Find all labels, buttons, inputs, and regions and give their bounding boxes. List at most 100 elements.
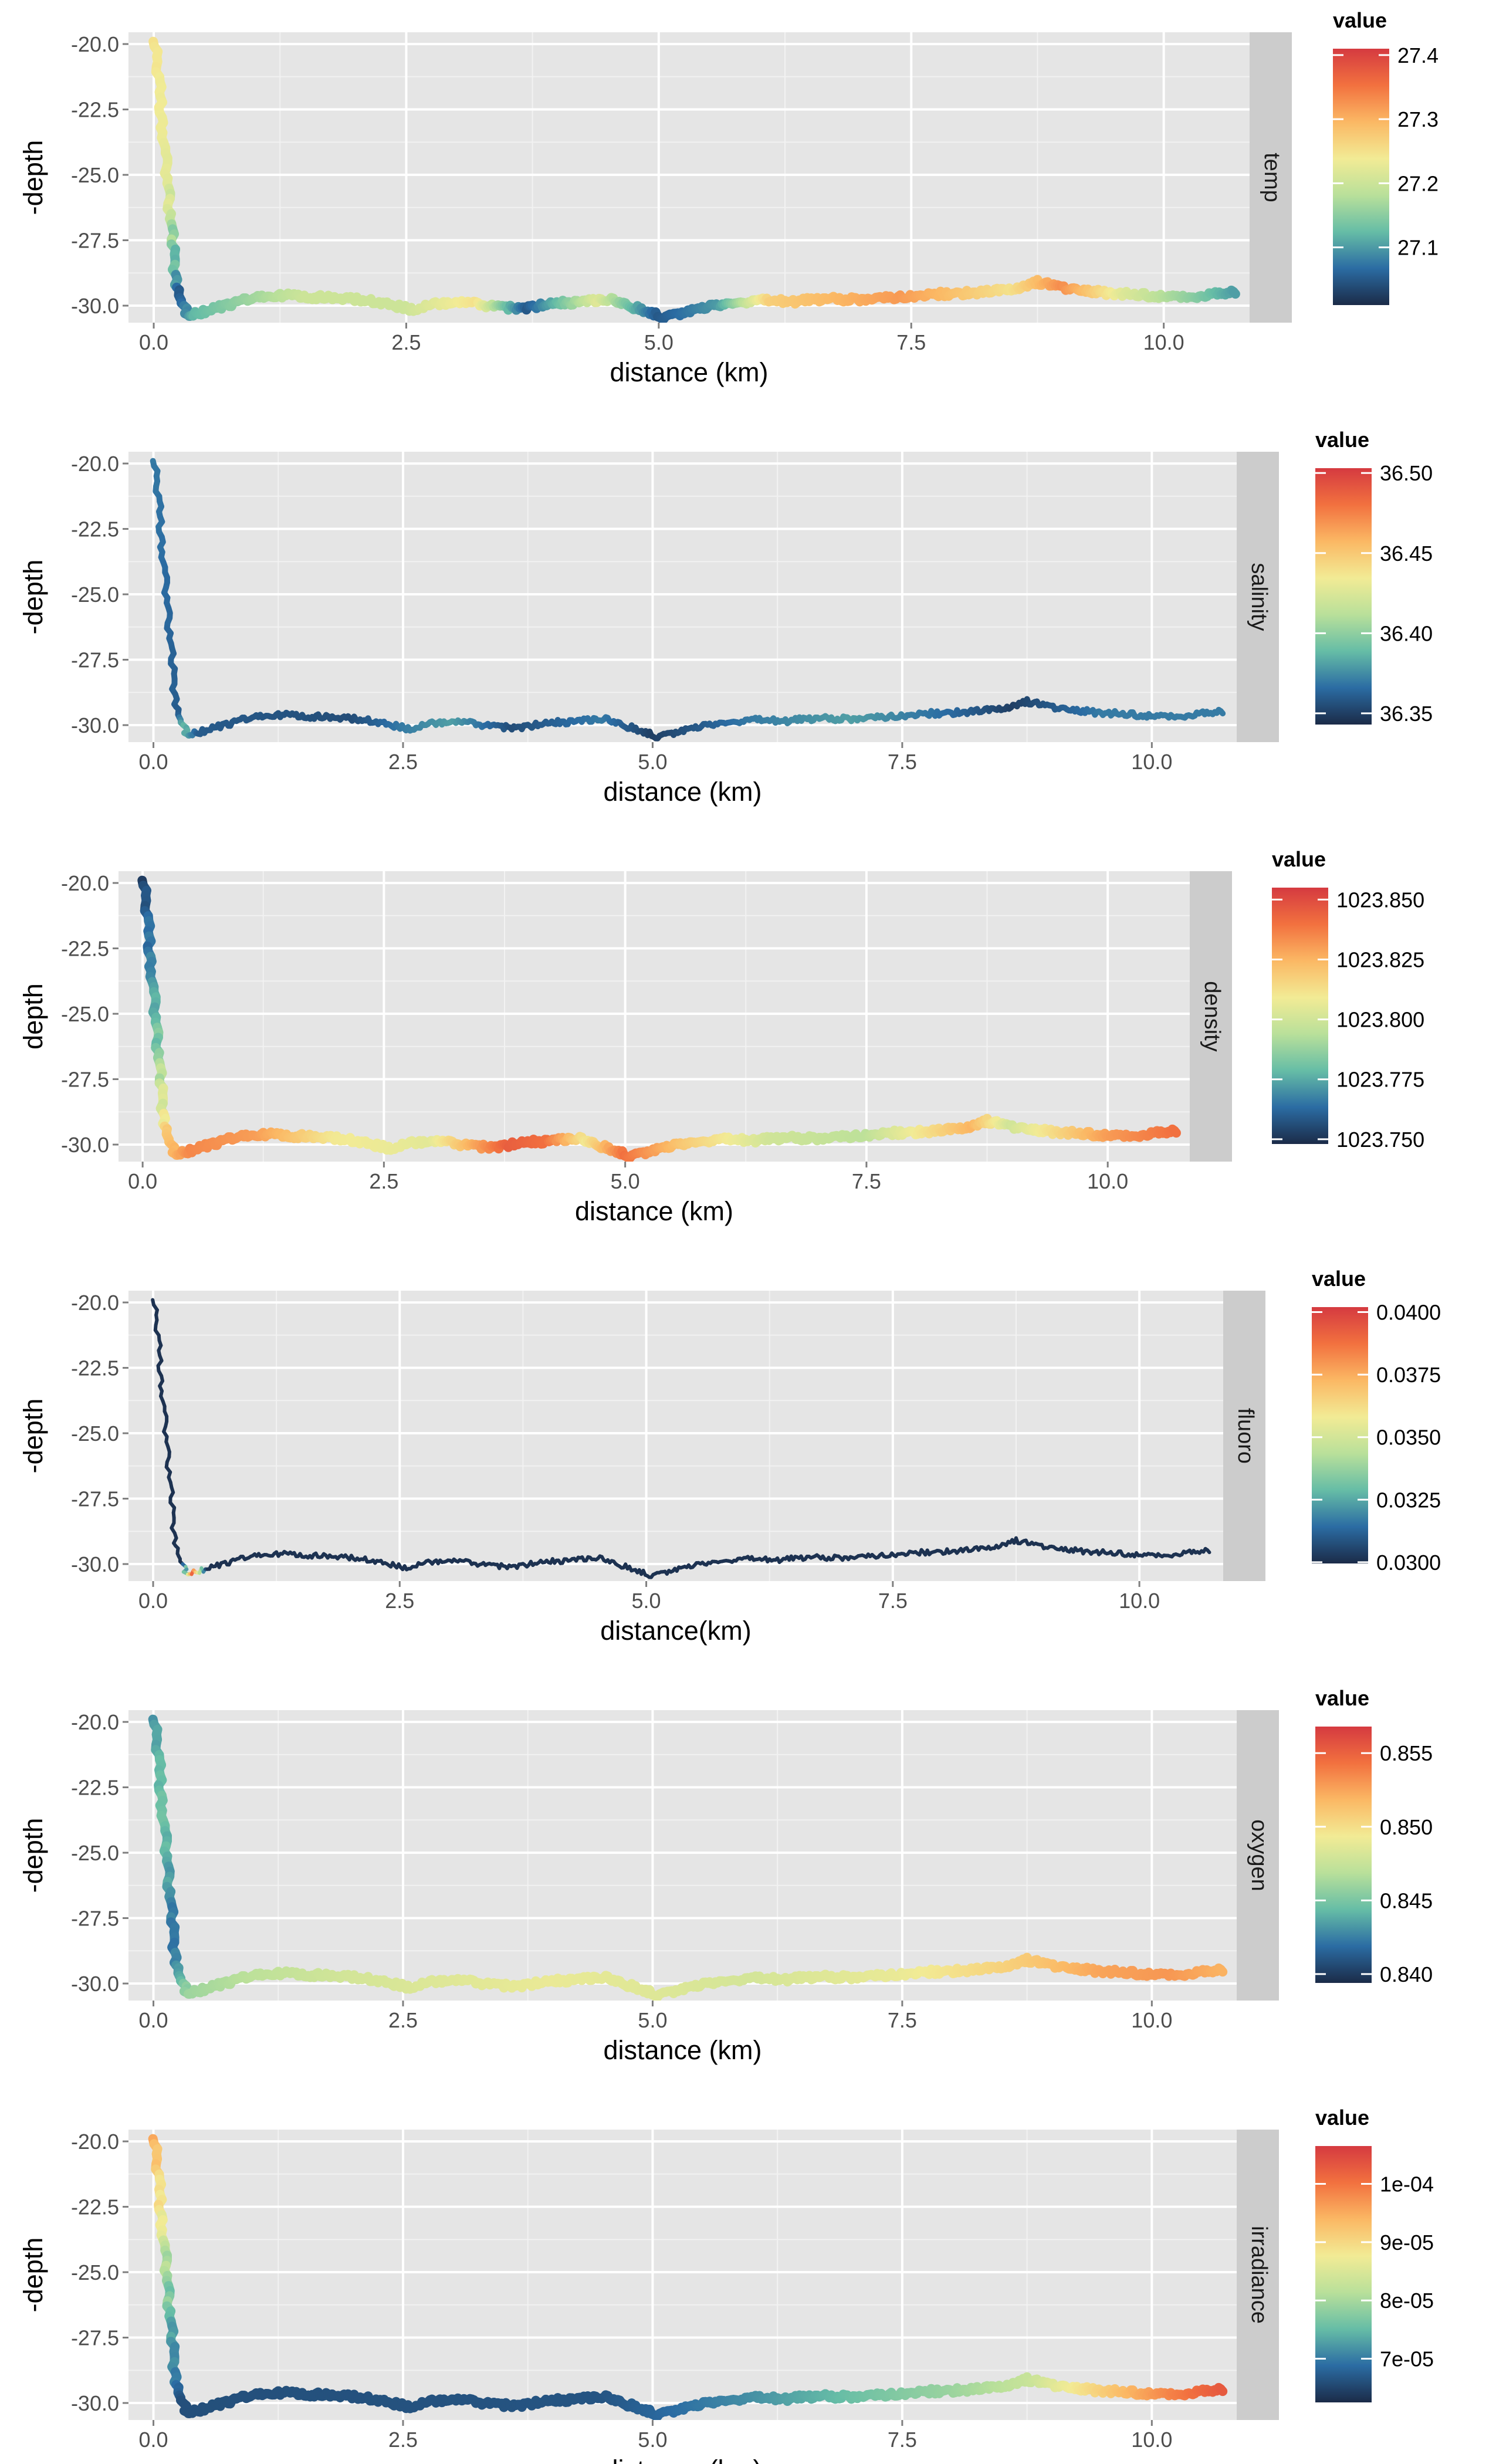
- facet-strip: [1190, 871, 1232, 1162]
- legend-tick-label: 1023.750: [1336, 1128, 1424, 1152]
- y-tick-label: -22.5: [71, 98, 119, 122]
- x-tick-label: 5.0: [638, 750, 667, 774]
- y-tick-label: -27.5: [71, 1487, 119, 1511]
- y-axis-title: -depth: [18, 1818, 48, 1893]
- x-tick-label: 7.5: [888, 750, 917, 774]
- x-tick-label: 2.5: [369, 1169, 398, 1193]
- y-tick-label: -22.5: [71, 1356, 119, 1380]
- x-tick-label: 7.5: [896, 330, 926, 354]
- y-tick-label: -25.0: [71, 583, 119, 607]
- y-tick-label: -20.0: [61, 871, 109, 895]
- x-axis-title: distance(km): [600, 1616, 752, 1646]
- legend-tick-label: 0.0325: [1376, 1488, 1441, 1512]
- legend-tick-label: 7e-05: [1380, 2347, 1434, 2371]
- data-series-density: [137, 875, 1181, 1162]
- facet-strip-label: oxygen: [1247, 1819, 1271, 1891]
- facet-strip-label: density: [1200, 981, 1224, 1051]
- y-tick-label: -25.0: [71, 1421, 119, 1446]
- facet-panel-oxygen: 0.0 2.5 5.0 7.5 10.0 -20.0 -22.5 -25.0 -27.5 -30.…: [18, 1686, 1433, 2065]
- legend-title: value: [1312, 1267, 1366, 1291]
- legend-title: value: [1315, 1686, 1369, 1710]
- plot-background: [119, 871, 1190, 1162]
- y-tick-label: -30.0: [71, 1552, 119, 1576]
- x-tick-label: 5.0: [644, 330, 673, 354]
- y-tick-label: -22.5: [71, 1776, 119, 1800]
- y-axis-title: -depth: [18, 2238, 48, 2313]
- x-tick-label: 10.0: [1087, 1169, 1128, 1193]
- data-segment: [1169, 1126, 1181, 1138]
- x-tick-label: 5.0: [638, 2428, 667, 2452]
- legend-tick-label: 0.845: [1380, 1888, 1433, 1913]
- x-tick-label: 0.0: [138, 1589, 168, 1613]
- x-tick-label: 2.5: [388, 2428, 418, 2452]
- facet-panel-fluoro: 0.0 2.5 5.0 7.5 10.0 -20.0 -22.5 -25.0 -27.5 -30.…: [18, 1267, 1441, 1646]
- facet-strip-label: fluoro: [1233, 1408, 1258, 1464]
- legend-tick-label: 9e-05: [1380, 2231, 1434, 2255]
- legend-title: value: [1333, 8, 1387, 32]
- plot-background: [128, 2130, 1237, 2420]
- legend-tick-label: 36.45: [1380, 541, 1433, 566]
- facet-panel-temp: 0.0 2.5 5.0 7.5 10.0 -20.0 -22.5 -25.0 -27.5 -30.…: [18, 8, 1439, 387]
- x-axis-title: distance (km): [603, 2455, 761, 2464]
- legend-tick-label: 0.850: [1380, 1815, 1433, 1839]
- data-segment: [1217, 708, 1226, 717]
- x-tick-label: 2.5: [385, 1589, 414, 1613]
- x-tick-label: 10.0: [1119, 1589, 1160, 1613]
- y-tick-label: -22.5: [61, 937, 109, 961]
- x-axis-title: distance (km): [603, 777, 761, 807]
- legend-tick-label: 1023.850: [1336, 888, 1424, 912]
- legend-tick-label: 0.0375: [1376, 1363, 1441, 1387]
- x-tick-label: 5.0: [632, 1589, 661, 1613]
- facet-strip: [1237, 2130, 1279, 2420]
- legend-tick-label: 0.840: [1380, 1962, 1433, 1986]
- plot-background: [128, 1291, 1223, 1581]
- x-tick-label: 0.0: [139, 2008, 168, 2032]
- legend-colorbar: [1315, 1727, 1372, 1983]
- legend-title: value: [1272, 847, 1326, 871]
- legend-colorbar: [1315, 2146, 1372, 2402]
- legend-colorbar: [1315, 468, 1372, 725]
- legend-tick-label: 36.35: [1380, 702, 1433, 726]
- x-axis-title: distance (km): [575, 1196, 733, 1226]
- y-tick-label: -20.0: [71, 32, 119, 56]
- facet-panel-irradiance: 0.0 2.5 5.0 7.5 10.0 -20.0 -22.5 -25.0 -27.5 -30.…: [18, 2106, 1434, 2464]
- x-tick-label: 7.5: [878, 1589, 908, 1613]
- facet-strip-label: salinity: [1247, 563, 1271, 631]
- facet-strip: [1250, 32, 1292, 323]
- data-segment: [1216, 2384, 1228, 2397]
- data-series-salinity: [150, 458, 1226, 742]
- y-tick-label: -22.5: [71, 2195, 119, 2219]
- x-tick-label: 5.0: [638, 2008, 667, 2032]
- legend-tick-label: 8e-05: [1380, 2289, 1434, 2313]
- data-series-temp: [148, 36, 1240, 323]
- y-tick-label: -25.0: [71, 1841, 119, 1865]
- y-tick-label: -27.5: [71, 648, 119, 672]
- legend-tick-label: 0.0300: [1376, 1551, 1441, 1575]
- x-tick-label: 5.0: [611, 1169, 640, 1193]
- data-series-fluoro: [151, 1298, 1211, 1579]
- y-tick-label: -30.0: [71, 1972, 119, 1996]
- y-tick-label: -20.0: [71, 1291, 119, 1315]
- y-tick-label: -20.0: [71, 452, 119, 476]
- data-series-irradiance: [148, 2134, 1228, 2420]
- legend-tick-label: 1023.825: [1336, 948, 1424, 972]
- x-tick-label: 7.5: [852, 1169, 881, 1193]
- legend-tick-label: 1023.775: [1336, 1068, 1424, 1092]
- y-tick-label: -30.0: [71, 713, 119, 737]
- x-tick-label: 10.0: [1143, 330, 1184, 354]
- x-tick-label: 7.5: [888, 2428, 917, 2452]
- y-tick-label: -20.0: [71, 2130, 119, 2154]
- x-tick-label: 10.0: [1131, 750, 1172, 774]
- facet-panel-density: 0.0 2.5 5.0 7.5 10.0 -20.0 -22.5 -25.0 -27.5 -30.…: [18, 847, 1424, 1226]
- legend-colorbar: [1272, 888, 1328, 1144]
- x-tick-label: 0.0: [139, 750, 168, 774]
- y-tick-label: -30.0: [71, 2391, 119, 2415]
- y-tick-label: -27.5: [71, 1907, 119, 1931]
- legend-tick-label: 27.3: [1397, 107, 1439, 131]
- y-tick-label: -22.5: [71, 517, 119, 541]
- y-tick-label: -27.5: [71, 2326, 119, 2350]
- plot-background: [128, 452, 1237, 742]
- legend-tick-label: 0.855: [1380, 1741, 1433, 1765]
- y-axis-title: -depth: [18, 1399, 48, 1474]
